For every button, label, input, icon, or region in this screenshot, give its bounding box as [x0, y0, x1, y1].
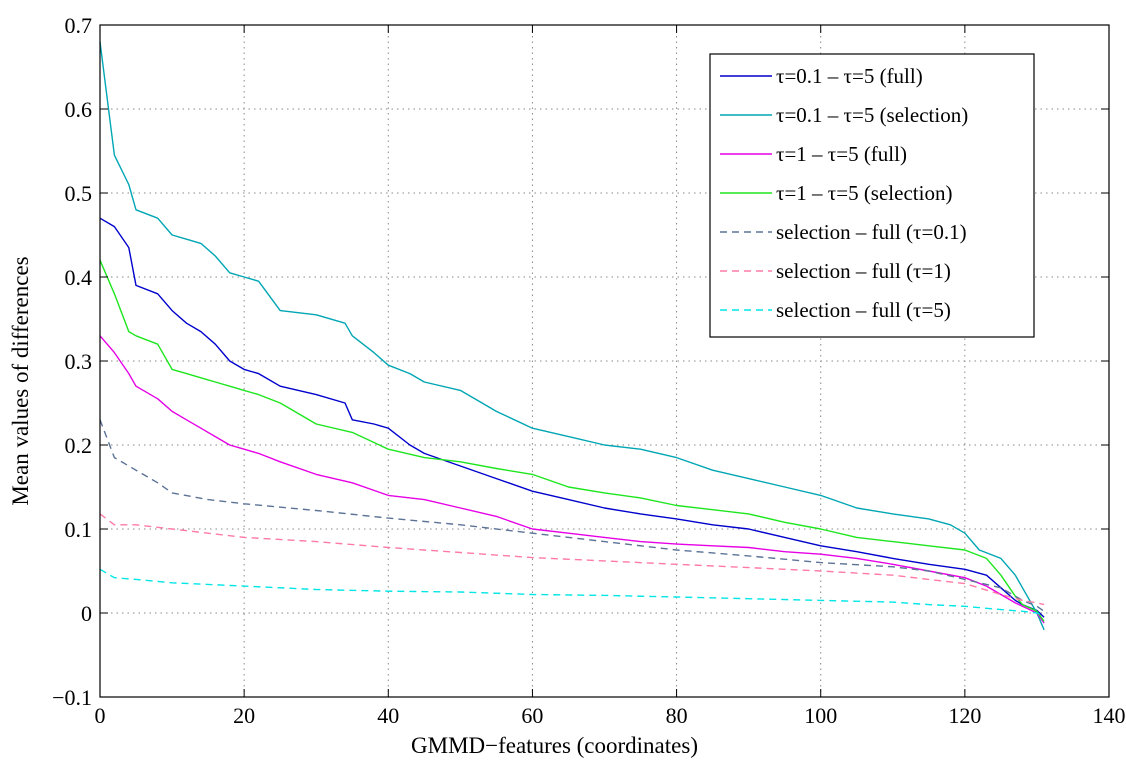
legend-box [709, 53, 1035, 338]
series-line [99, 217, 1045, 618]
x-axis-label: GMMD−features (coordinates) [411, 733, 698, 758]
x-tick-label: 140 [1093, 703, 1126, 728]
legend-label: selection – full (τ=0.1) [776, 220, 967, 244]
x-tick-label: 60 [521, 703, 543, 728]
y-tick-label: 0.3 [65, 349, 93, 374]
legend-label: τ=1 – τ=5 (full) [776, 142, 907, 166]
y-tick-label: 0.1 [65, 517, 93, 542]
tick-labels: 0 20 40 60 80 100 120 140−0.100.10.20.30.40.50.… [52, 13, 1125, 728]
series-line [99, 335, 1045, 624]
legend-label: τ=0.1 – τ=5 (full) [776, 64, 923, 88]
legend-label: selection – full (τ=1) [776, 259, 951, 283]
y-tick-label: 0 [81, 601, 92, 626]
legend-label: τ=0.1 – τ=5 (selection) [776, 103, 968, 127]
y-tick-label: 0.6 [65, 97, 93, 122]
x-tick-label: 40 [377, 703, 399, 728]
legend: τ=0.1 – τ=5 (full) τ=0.1 – τ=5 (selection… [709, 53, 1035, 338]
series-line [99, 419, 1045, 612]
series-group [99, 41, 1045, 631]
grid-lines [100, 25, 1109, 697]
axis-ticks [99, 24, 1110, 698]
x-tick-label: 100 [804, 703, 837, 728]
x-tick-label: 120 [948, 703, 981, 728]
y-axis-label: Mean values of differences [8, 256, 33, 505]
y-tick-label: 0.2 [65, 433, 93, 458]
legend-label: τ=1 – τ=5 (selection) [776, 181, 952, 205]
series-line [99, 259, 1045, 622]
y-tick-label: 0.4 [65, 265, 93, 290]
series-line [99, 41, 1045, 631]
legend-label: selection – full (τ=5) [776, 298, 951, 322]
series-line [99, 568, 1045, 617]
x-tick-label: 0 [95, 703, 106, 728]
series-line [99, 513, 1045, 606]
x-tick-label: 20 [233, 703, 255, 728]
y-tick-label: −0.1 [52, 685, 92, 710]
x-tick-label: 80 [666, 703, 688, 728]
y-tick-label: 0.7 [65, 13, 93, 38]
y-tick-label: 0.5 [65, 181, 93, 206]
